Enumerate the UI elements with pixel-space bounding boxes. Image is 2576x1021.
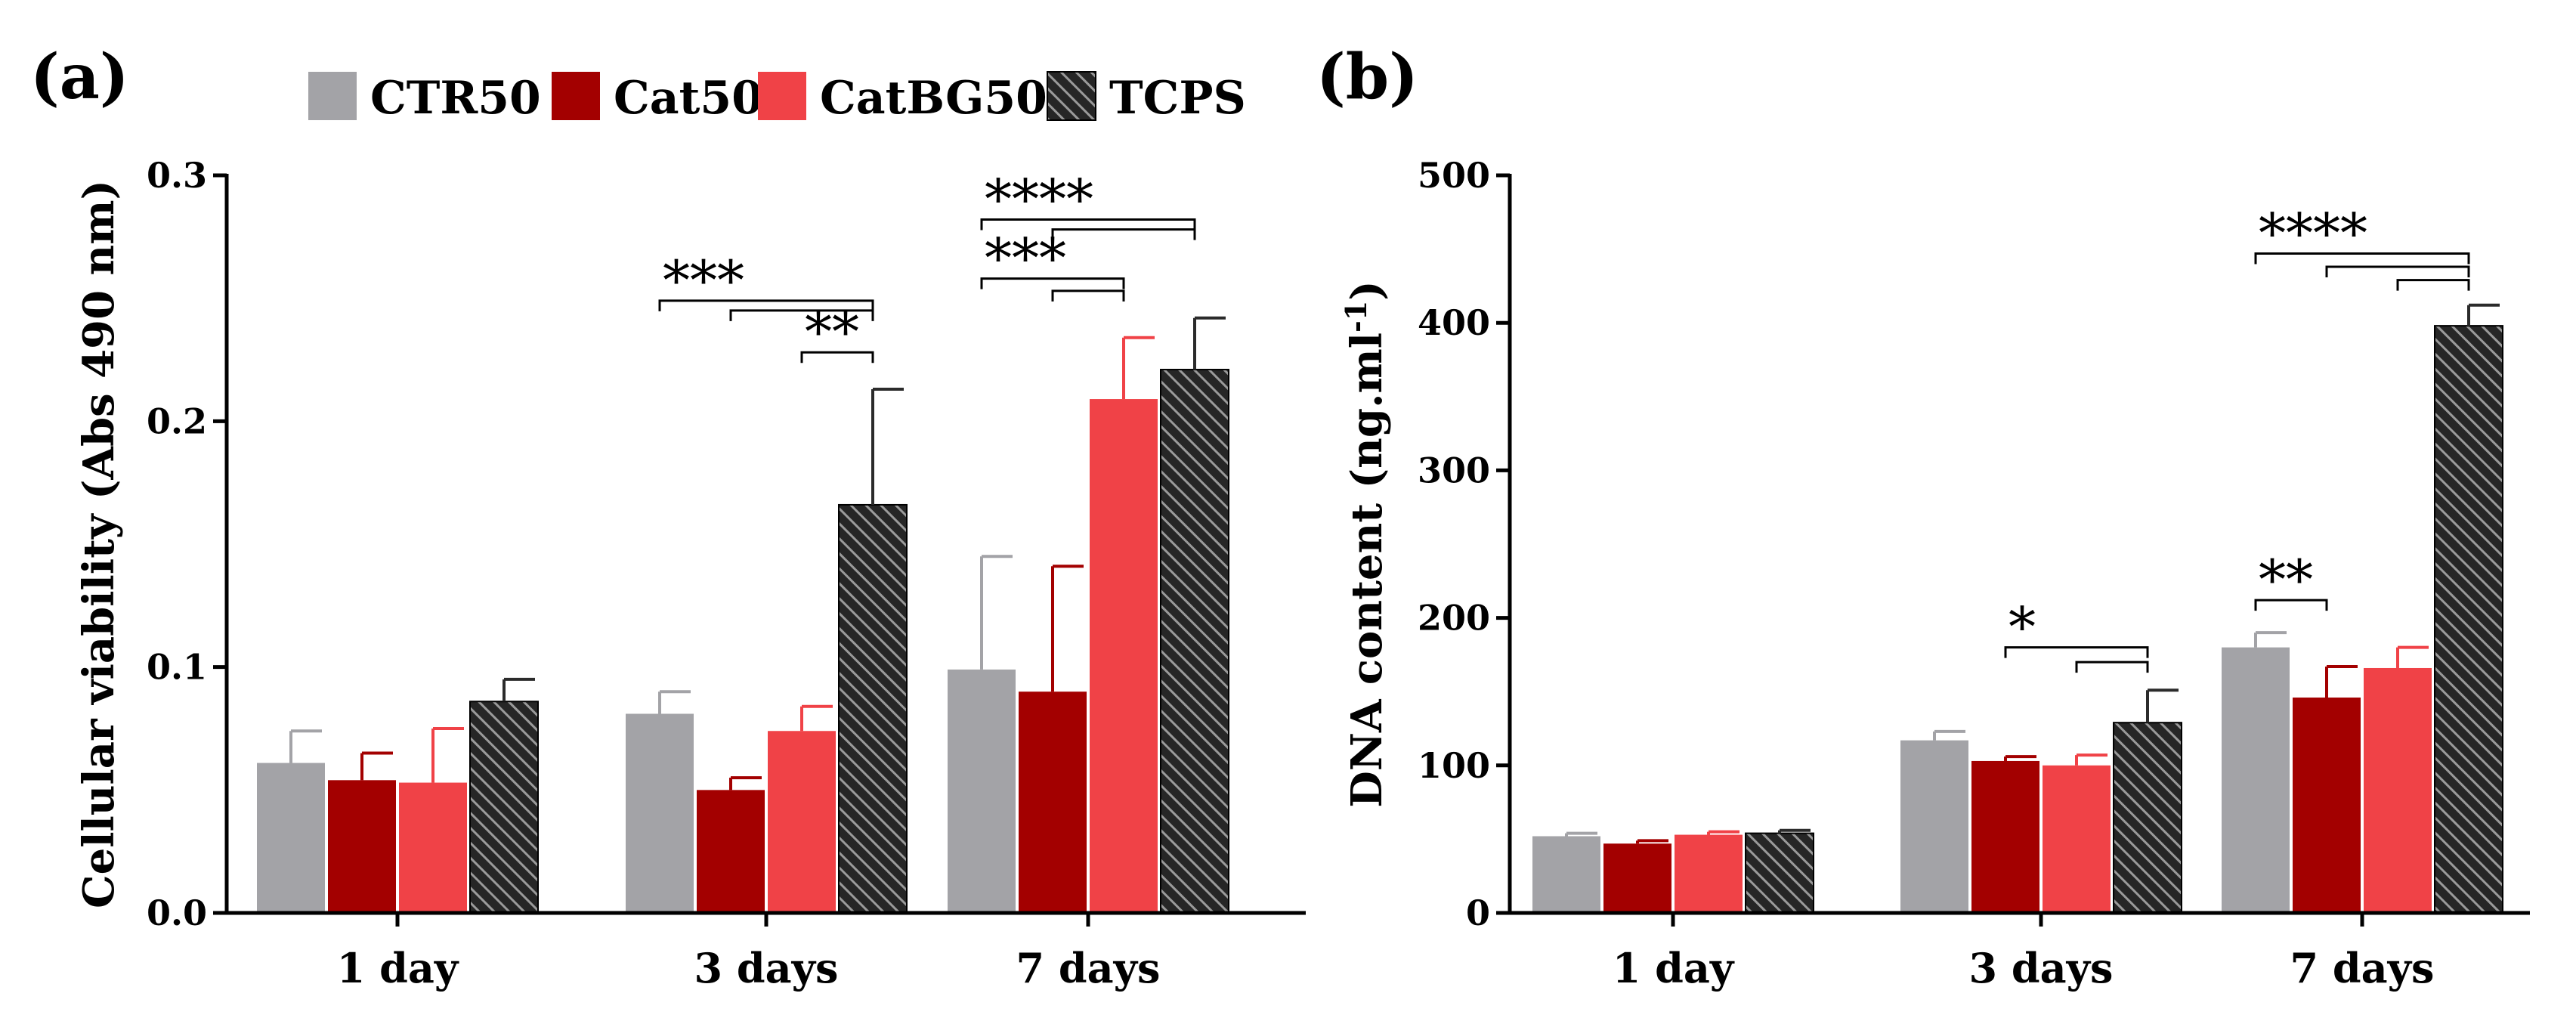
panel-a-significance-label-3: *** xyxy=(985,227,1066,290)
panel-a-errorbar-catbg50-0 xyxy=(431,727,464,783)
panel-b-ytick-label-5: 500 xyxy=(1418,155,1490,196)
panel-b-bar-ctr50-0 xyxy=(1532,836,1600,913)
panel-a-ytick-label-1: 0.1 xyxy=(147,647,207,688)
panel-b-ytick-label-4: 400 xyxy=(1418,302,1490,343)
panel-b-y-axis-label-main: DNA content (ng.ml xyxy=(1342,333,1392,808)
panel-b-bar-tcps-0 xyxy=(1745,832,1814,914)
panel-b-errorbar-ctr50-1 xyxy=(1933,729,1965,741)
panel-b-errorbar-catbg50-2 xyxy=(2396,645,2429,668)
panel-b-bar-cat50-2 xyxy=(2293,698,2361,913)
panel-a-significance-1: ** xyxy=(800,300,874,364)
panel-b-bar-catbg50-2 xyxy=(2364,667,2432,913)
panel-a-errorbar-tcps-1 xyxy=(871,388,904,505)
panel-a-errorbar-cat50-2 xyxy=(1051,565,1084,692)
panel-a-errorbar-ctr50-1 xyxy=(658,690,691,714)
panel-a-label: (a) xyxy=(30,41,129,113)
panel-a-bar-cat50-0 xyxy=(328,780,396,913)
panel-b-bar-tcps-2 xyxy=(2434,325,2503,914)
panel-a-errorbar-tcps-2 xyxy=(1193,316,1226,370)
panel-b-errorbar-cat50-2 xyxy=(2325,665,2358,698)
panel-b-ytick-label-2: 200 xyxy=(1418,598,1490,639)
panel-a-significance-3: *** xyxy=(980,227,1125,302)
panel-a-significance-label-0: *** xyxy=(663,249,744,312)
panel-b-y-axis-label-sup: -1 xyxy=(1339,301,1373,333)
panel-b-significance-1: **** xyxy=(2254,201,2470,291)
panel-b-bar-catbg50-0 xyxy=(1675,834,1743,913)
panel-b-errorbar-tcps-1 xyxy=(2146,688,2179,723)
legend: CTR50 Cat50 CatBG50 TCPS xyxy=(308,71,1246,125)
legend-swatch-cat50 xyxy=(552,72,600,120)
panel-a-errorbar-catbg50-1 xyxy=(800,704,833,732)
panel-b-errorbar-tcps-2 xyxy=(2467,303,2500,326)
panel-a-bar-ctr50-1 xyxy=(626,713,694,913)
legend-swatch-ctr50 xyxy=(308,72,357,120)
panel-a-y-axis-label-main: Cellular viability (Abs 490 nm) xyxy=(74,180,124,908)
panel-a-errorbar-tcps-0 xyxy=(503,677,535,702)
panel-a-significance-0: *** xyxy=(658,249,874,321)
panel-a-bar-tcps-0 xyxy=(469,701,539,914)
chart-panel-b: 0 100 200 300 400 500 1 day 3 days 7 days DNA con… xyxy=(1339,155,2530,992)
panel-a-category-label-1: 3 days xyxy=(694,944,839,992)
legend-label-cat50: Cat50 xyxy=(614,72,763,125)
panel-b-bar-ctr50-2 xyxy=(2222,647,2290,913)
panel-b-y-axis-label-end: ) xyxy=(1342,280,1392,301)
legend-label-tcps: TCPS xyxy=(1109,72,1246,125)
panel-a-ytick-label-0: 0.0 xyxy=(147,893,207,933)
legend-label-ctr50: CTR50 xyxy=(370,72,541,125)
panel-a-errorbar-ctr50-0 xyxy=(289,729,322,763)
panel-b-errorbar-tcps-0 xyxy=(1778,828,1811,834)
panel-b-errorbar-cat50-1 xyxy=(2004,755,2036,761)
panel-a-y-axis-label: Cellular viability (Abs 490 nm) xyxy=(74,180,124,908)
panel-a-bar-tcps-2 xyxy=(1160,369,1229,914)
panel-a-errorbar-catbg50-2 xyxy=(1122,336,1155,400)
panel-b-significance-label-0: * xyxy=(2009,596,2036,659)
panel-b-label: (b) xyxy=(1316,41,1418,113)
panel-b-ytick-label-0: 0 xyxy=(1466,893,1490,933)
panel-b-significance-label-2: ** xyxy=(2259,548,2313,611)
legend-swatch-catbg50 xyxy=(758,72,806,120)
panel-b-significance-2: ** xyxy=(2254,548,2328,611)
panel-b-errorbar-cat50-0 xyxy=(1636,839,1668,844)
panel-b-errorbar-ctr50-2 xyxy=(2254,631,2287,648)
panel-a-bar-catbg50-0 xyxy=(399,782,467,913)
panel-b-bar-catbg50-1 xyxy=(2043,765,2111,913)
panel-b-ytick-label-3: 300 xyxy=(1418,450,1490,490)
panel-a-bar-catbg50-2 xyxy=(1090,399,1158,913)
panel-b-errorbar-catbg50-1 xyxy=(2075,753,2107,766)
panel-b-bar-cat50-1 xyxy=(1971,760,2039,913)
panel-a-significance-2: **** xyxy=(980,168,1196,240)
panel-b-bar-cat50-0 xyxy=(1603,843,1671,913)
panel-a-category-label-0: 1 day xyxy=(337,944,459,992)
panel-b-bar-ctr50-1 xyxy=(1900,740,1968,913)
panel-a-errorbar-cat50-0 xyxy=(360,751,393,781)
panel-b-significance-label-1: **** xyxy=(2259,201,2367,265)
panel-a-errorbar-ctr50-2 xyxy=(980,555,1013,670)
legend-swatch-tcps xyxy=(1047,71,1096,121)
panel-a-errorbar-cat50-1 xyxy=(729,776,762,791)
panel-b-significance-0: * xyxy=(2004,596,2149,673)
panel-a-significance-label-2: **** xyxy=(985,168,1093,231)
panel-b-category-label-2: 7 days xyxy=(2290,944,2435,992)
panel-b-bar-tcps-1 xyxy=(2113,722,2182,914)
panel-a-bar-cat50-2 xyxy=(1019,691,1087,913)
panel-a-bar-catbg50-1 xyxy=(768,731,836,913)
panel-a-bar-ctr50-0 xyxy=(257,763,325,913)
panel-b-y-axis-label: DNA content (ng.ml-1) xyxy=(1339,280,1392,808)
panel-a-category-label-2: 7 days xyxy=(1016,944,1161,992)
panel-a-bar-cat50-1 xyxy=(697,790,765,913)
panel-b-category-label-1: 3 days xyxy=(1969,944,2114,992)
panel-b-errorbar-catbg50-0 xyxy=(1707,830,1739,835)
panel-b-errorbar-ctr50-0 xyxy=(1565,831,1597,837)
panel-b-category-label-0: 1 day xyxy=(1613,944,1735,992)
panel-a-significance-label-1: ** xyxy=(805,300,859,364)
panel-b-ytick-label-1: 100 xyxy=(1418,745,1490,786)
legend-label-catbg50: CatBG50 xyxy=(820,72,1047,125)
panel-a-ytick-label-2: 0.2 xyxy=(147,401,207,441)
panel-a-ytick-label-3: 0.3 xyxy=(147,155,207,196)
chart-panel-a: 0.0 0.1 0.2 0.3 1 day 3 days 7 days Cellular vi… xyxy=(74,155,1306,992)
panel-a-bar-ctr50-2 xyxy=(948,669,1016,913)
panel-a-bar-tcps-1 xyxy=(838,503,908,914)
